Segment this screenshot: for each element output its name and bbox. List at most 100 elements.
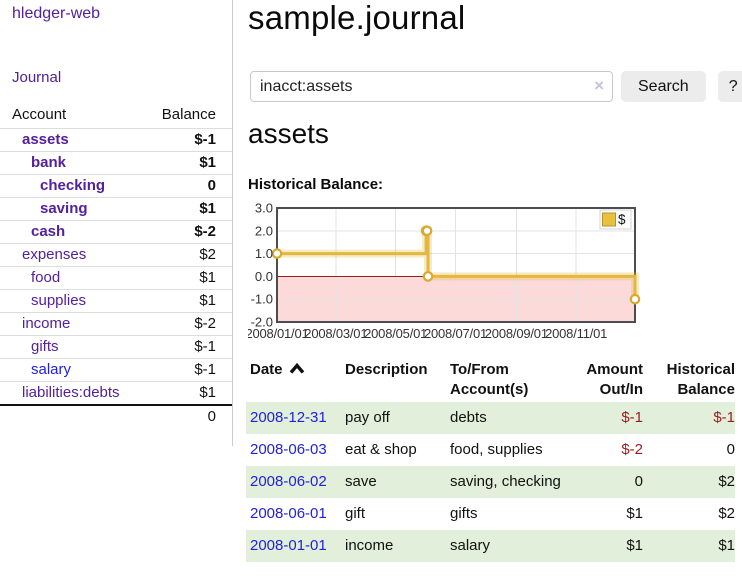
register-header-row: Date Description To/From Account(s) Amount … (246, 358, 735, 402)
register-row: 2008-01-01 income salary $1 $1 (246, 530, 735, 562)
register-col-header-description: Description (345, 361, 428, 378)
account-cell: food (0, 266, 147, 290)
accounts-col-account: Account (12, 106, 67, 123)
search-box: × (250, 71, 613, 102)
register-row: 2008-12-31 pay off debts $-1 $-1 (246, 402, 735, 434)
account-row: checking 0 (0, 174, 232, 198)
account-balance: $1 (146, 266, 232, 290)
svg-text:2008/11/01: 2008/11/01 (545, 326, 607, 341)
account-balance: $-2 (146, 312, 232, 336)
account-link[interactable]: expenses (22, 246, 87, 263)
account-link[interactable]: supplies (31, 292, 87, 309)
balance-cell: $1 (718, 537, 735, 554)
balance-cell: $-1 (713, 409, 735, 426)
account-balance: $2 (146, 243, 232, 267)
accounts-total-spacer (0, 404, 147, 428)
search-input[interactable] (250, 71, 613, 102)
accounts-col-balance: Balance (161, 106, 216, 123)
account-cell: checking (0, 174, 147, 198)
sort-ascending-icon (289, 360, 305, 380)
account-cell: expenses (0, 243, 147, 267)
account-link[interactable]: income (22, 315, 71, 332)
accounts-cell: food, supplies (450, 441, 543, 458)
account-row: assets $-1 (0, 128, 232, 152)
account-link[interactable]: food (31, 269, 61, 286)
register-col-header-historical: Historical Balance (666, 361, 735, 398)
account-balance: $1 (146, 151, 232, 175)
svg-text:$: $ (618, 212, 626, 227)
account-cell: saving (0, 197, 147, 221)
register-table-body: 2008-12-31 pay off debts $-1 $-1 2008-06-03 ea… (246, 402, 735, 562)
search-button[interactable]: Search (621, 71, 706, 102)
register-row: 2008-06-02 save saving, checking 0 $2 (246, 466, 735, 498)
account-link[interactable]: gifts (31, 338, 59, 355)
account-row: saving $1 (0, 197, 232, 221)
account-row: liabilities:debts $1 (0, 381, 232, 405)
description-cell: save (345, 473, 377, 490)
account-link[interactable]: liabilities:debts (22, 384, 120, 401)
account-link[interactable]: checking (40, 177, 106, 194)
transaction-date-link[interactable]: 2008-06-03 (250, 441, 327, 458)
amount-cell: $-2 (621, 441, 643, 458)
date-cell: 2008-06-03 (246, 434, 345, 466)
account-row: income $-2 (0, 312, 232, 336)
account-link[interactable]: saving (40, 200, 88, 217)
svg-text:2008/01/01: 2008/01/01 (248, 326, 309, 341)
account-cell: cash (0, 220, 147, 244)
register-row: 2008-06-03 eat & shop food, supplies $-2 0 (246, 434, 735, 466)
account-row: bank $1 (0, 151, 232, 175)
account-balance: $-1 (146, 358, 232, 382)
account-link[interactable]: bank (31, 154, 67, 171)
account-cell: supplies (0, 289, 147, 313)
app-title-link[interactable]: hledger-web (12, 5, 101, 22)
accounts-total-value: 0 (146, 404, 232, 428)
transaction-date-link[interactable]: 2008-06-01 (250, 505, 327, 522)
account-row: cash $-2 (0, 220, 232, 244)
register-col-header-date[interactable]: Date (246, 358, 345, 402)
balance-cell: 0 (726, 441, 735, 458)
chart-title: Historical Balance: (248, 176, 384, 193)
svg-text:1.0: 1.0 (255, 246, 273, 261)
account-cell: assets (0, 128, 147, 152)
account-section-heading: assets (248, 118, 329, 149)
description-cell: gift (345, 505, 366, 522)
svg-text:-2.0: -2.0 (251, 315, 273, 330)
search-bar: × Search ? (250, 71, 742, 102)
account-cell: liabilities:debts (0, 381, 147, 405)
register-col-header-tofrom: To/From Account(s) (450, 361, 529, 398)
account-balance: $-1 (146, 335, 232, 359)
account-balance: $1 (146, 289, 232, 313)
amount-cell: $1 (626, 537, 643, 554)
svg-text:2008/03/01: 2008/03/01 (304, 326, 367, 341)
date-cell: 2008-01-01 (246, 530, 345, 562)
account-row: salary $-1 (0, 358, 232, 382)
account-cell: gifts (0, 335, 147, 359)
account-balance: $1 (146, 381, 232, 405)
help-button[interactable]: ? (717, 71, 742, 102)
svg-text:2008/07/01: 2008/07/01 (424, 326, 487, 341)
date-cell: 2008-06-01 (246, 498, 345, 530)
clear-search-icon[interactable]: × (594, 76, 604, 95)
date-cell: 2008-12-31 (246, 402, 345, 434)
transaction-date-link[interactable]: 2008-06-02 (250, 473, 327, 490)
description-cell: income (345, 537, 394, 554)
accounts-cell: saving, checking (450, 473, 561, 490)
svg-text:2008/09/01: 2008/09/01 (485, 326, 548, 341)
balance-cell: $2 (718, 505, 735, 522)
amount-cell: $-1 (621, 409, 643, 426)
account-link[interactable]: salary (31, 361, 72, 378)
account-balance: $-1 (146, 128, 232, 152)
svg-text:-1.0: -1.0 (251, 292, 273, 307)
account-row: gifts $-1 (0, 335, 232, 359)
account-link[interactable]: assets (22, 131, 69, 148)
date-cell: 2008-06-02 (246, 466, 345, 498)
sidebar-item-journal[interactable]: Journal (12, 69, 62, 86)
transaction-date-link[interactable]: 2008-12-31 (250, 409, 327, 426)
amount-cell: $1 (626, 505, 643, 522)
register-col-header-amount: Amount Out/In (586, 361, 643, 398)
transaction-date-link[interactable]: 2008-01-01 (250, 537, 327, 554)
accounts-table-body: assets $-1 bank $1 checking 0 saving $1 cash $-2 e… (0, 128, 232, 405)
accounts-table: Account Balance assets $-1 bank $1 checking 0… (0, 103, 232, 428)
account-link[interactable]: cash (31, 223, 66, 240)
account-cell: income (0, 312, 147, 336)
